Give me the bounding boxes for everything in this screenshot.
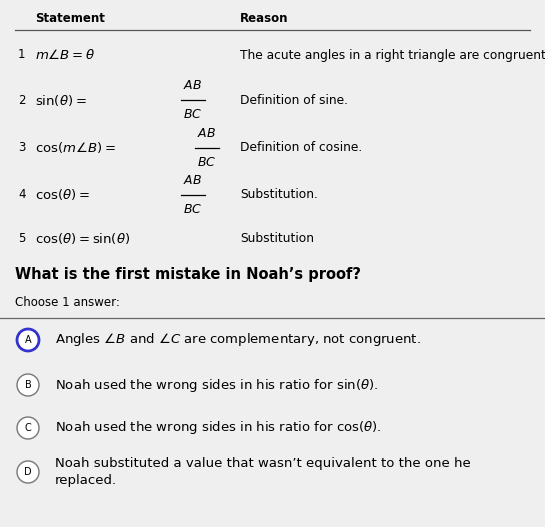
Text: $\cos(\theta) =$: $\cos(\theta) =$ (35, 188, 90, 202)
Ellipse shape (17, 417, 39, 439)
Text: Substitution: Substitution (240, 231, 314, 245)
Text: Choose 1 answer:: Choose 1 answer: (15, 297, 120, 309)
Text: $BC$: $BC$ (183, 108, 203, 121)
Text: Definition of cosine.: Definition of cosine. (240, 142, 362, 154)
Text: 5: 5 (18, 231, 26, 245)
Text: Angles $\angle B$ and $\angle C$ are complementary, not congruent.: Angles $\angle B$ and $\angle C$ are com… (55, 331, 421, 348)
Text: $AB$: $AB$ (197, 128, 216, 140)
Text: $\sin(\theta) =$: $\sin(\theta) =$ (35, 93, 87, 108)
Text: D: D (24, 467, 32, 477)
Text: Statement: Statement (35, 12, 105, 24)
Text: Noah substituted a value that wasn’t equivalent to the one he
replaced.: Noah substituted a value that wasn’t equ… (55, 457, 471, 487)
Ellipse shape (17, 461, 39, 483)
Text: $\cos(\theta) = \sin(\theta)$: $\cos(\theta) = \sin(\theta)$ (35, 230, 130, 246)
Text: 1: 1 (18, 48, 26, 62)
Text: What is the first mistake in Noah’s proof?: What is the first mistake in Noah’s proo… (15, 268, 361, 282)
Text: 4: 4 (18, 189, 26, 201)
Text: A: A (25, 335, 31, 345)
Ellipse shape (17, 329, 39, 351)
Ellipse shape (17, 374, 39, 396)
Text: Noah used the wrong sides in his ratio for $\sin(\theta)$.: Noah used the wrong sides in his ratio f… (55, 376, 378, 394)
Text: $BC$: $BC$ (197, 156, 216, 169)
Text: Reason: Reason (240, 12, 288, 24)
Text: $AB$: $AB$ (184, 79, 203, 92)
Text: Noah used the wrong sides in his ratio for $\cos(\theta)$.: Noah used the wrong sides in his ratio f… (55, 419, 382, 436)
Text: The acute angles in a right triangle are congruent.: The acute angles in a right triangle are… (240, 48, 545, 62)
Text: C: C (25, 423, 32, 433)
Text: B: B (25, 380, 32, 390)
Text: 2: 2 (18, 93, 26, 106)
Text: $m\angle B = \theta$: $m\angle B = \theta$ (35, 48, 95, 62)
Text: $BC$: $BC$ (183, 203, 203, 216)
Text: $AB$: $AB$ (184, 174, 203, 187)
Text: Substitution.: Substitution. (240, 189, 318, 201)
Text: $\cos(m\angle B) =$: $\cos(m\angle B) =$ (35, 141, 116, 155)
Text: Definition of sine.: Definition of sine. (240, 93, 348, 106)
Text: 3: 3 (18, 142, 26, 154)
